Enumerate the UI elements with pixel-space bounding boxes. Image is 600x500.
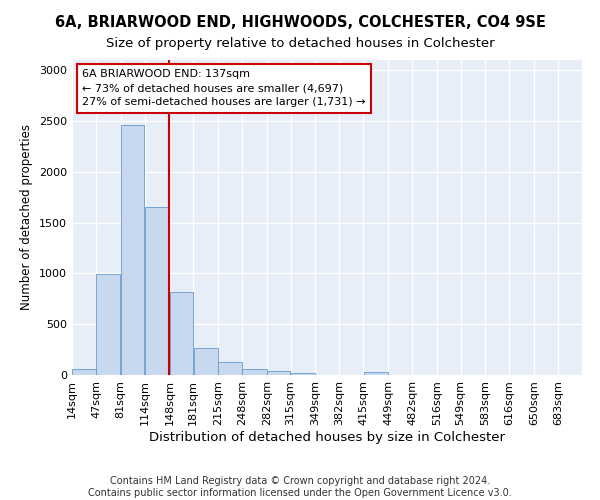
Text: Contains HM Land Registry data © Crown copyright and database right 2024.
Contai: Contains HM Land Registry data © Crown c… [88, 476, 512, 498]
Y-axis label: Number of detached properties: Number of detached properties [20, 124, 34, 310]
Bar [218, 362, 242, 375]
Text: 6A BRIARWOOD END: 137sqm
← 73% of detached houses are smaller (4,697)
27% of sem: 6A BRIARWOOD END: 137sqm ← 73% of detach… [82, 70, 366, 108]
Bar [267, 371, 290, 375]
Bar [364, 372, 388, 375]
Bar [96, 274, 121, 375]
Bar [145, 208, 169, 375]
Bar [121, 125, 145, 375]
Text: 6A, BRIARWOOD END, HIGHWOODS, COLCHESTER, CO4 9SE: 6A, BRIARWOOD END, HIGHWOODS, COLCHESTER… [55, 15, 545, 30]
Bar [194, 348, 218, 375]
Bar [291, 373, 315, 375]
Bar [170, 292, 193, 375]
X-axis label: Distribution of detached houses by size in Colchester: Distribution of detached houses by size … [149, 430, 505, 444]
Text: Size of property relative to detached houses in Colchester: Size of property relative to detached ho… [106, 38, 494, 51]
Bar [242, 370, 266, 375]
Bar [72, 369, 96, 375]
